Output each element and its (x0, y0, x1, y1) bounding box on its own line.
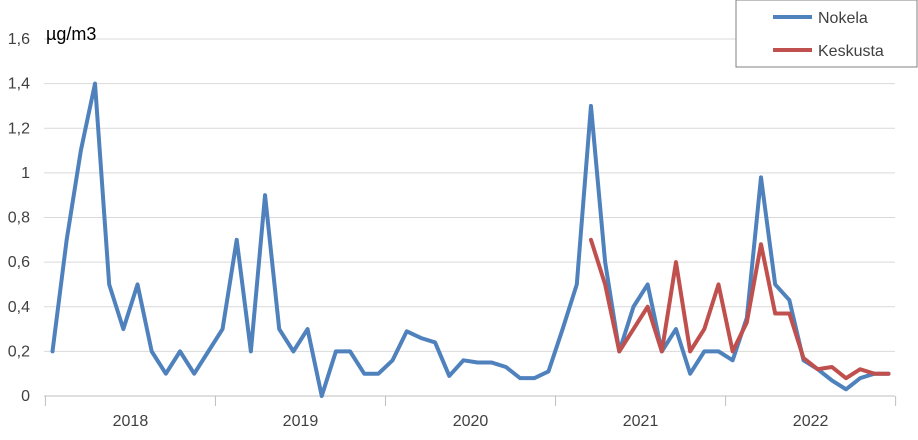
y-tick-label: 1,4 (8, 76, 30, 93)
y-tick-label: 1,6 (8, 31, 30, 48)
gridlines (44, 38, 895, 352)
x-tick-label: 2018 (113, 413, 149, 430)
y-axis-unit-label: µg/m3 (46, 24, 96, 44)
x-tick-label: 2022 (793, 413, 829, 430)
legend-label-nokela: Nokela (818, 10, 868, 27)
y-tick-label: 1,2 (8, 120, 30, 137)
legend-label-keskusta: Keskusta (818, 43, 884, 60)
x-tick-label: 2021 (623, 413, 659, 430)
series-layer (50, 81, 891, 398)
x-axis: 2018 2019 2020 2021 2022 (44, 395, 897, 430)
x-tick-label: 2020 (453, 413, 489, 430)
legend-items: Nokela Keskusta (773, 10, 884, 60)
x-tick-label: 2019 (283, 413, 319, 430)
y-tick-label: 0,4 (8, 299, 30, 316)
y-axis-tick-labels: 0 0,2 0,4 0,6 0,8 1 1,2 1,4 1,6 (8, 31, 30, 405)
y-tick-label: 0,2 (8, 343, 30, 360)
y-tick-label: 1 (21, 165, 30, 182)
y-tick-label: 0 (21, 388, 30, 405)
series-line-keskusta (588, 237, 891, 381)
y-tick-label: 0,8 (8, 210, 30, 227)
legend: Nokela Keskusta (735, 0, 918, 68)
series-line-nokela (50, 81, 891, 398)
y-tick-label: 0,6 (8, 254, 30, 271)
legend-box (735, 0, 918, 68)
